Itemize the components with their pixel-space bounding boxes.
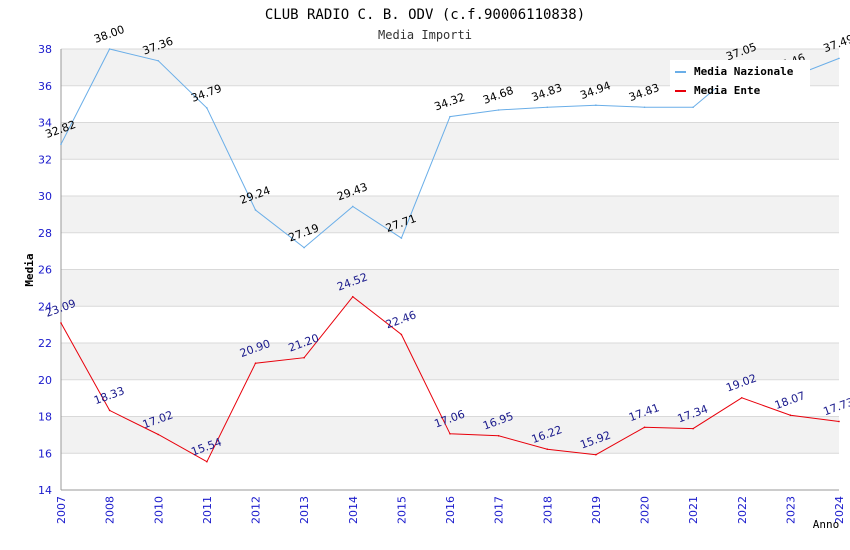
data-point [546, 448, 549, 451]
data-point [692, 106, 694, 109]
y-tick-label: 34 [38, 117, 52, 130]
data-point [789, 414, 792, 417]
grid-band [61, 343, 839, 380]
x-tick-labels: 2007 2008 2010 2011 2012 2013 2014 2015 2016 2017… [55, 496, 846, 524]
data-point [546, 106, 549, 109]
data-point [740, 396, 743, 399]
data-point [838, 420, 840, 423]
data-point [60, 322, 62, 324]
data-point [595, 453, 597, 456]
grid-band [61, 416, 839, 454]
chart-title: CLUB RADIO C. B. ODV (c.f.90006110838) [265, 7, 585, 23]
data-point [449, 115, 451, 118]
y-tick-label: 22 [38, 337, 52, 350]
data-point [254, 362, 257, 365]
grid-band [61, 122, 839, 160]
axes [60, 49, 839, 491]
x-tick-label: 2018 [541, 496, 554, 524]
data-point [351, 295, 354, 298]
x-tick-label: 2010 [152, 496, 165, 524]
x-tick-label: 2024 [833, 496, 846, 524]
data-point [351, 205, 354, 208]
x-tick-label: 2007 [55, 496, 68, 524]
grid-lines [61, 48, 839, 491]
grid-band [61, 269, 839, 307]
grid-band [61, 379, 839, 417]
y-tick-labels: 14 16 18 20 22 24 26 28 30 32 34 36 38 [38, 43, 52, 497]
data-point [449, 432, 451, 435]
y-tick-label: 14 [38, 484, 52, 497]
grid-band [61, 453, 839, 490]
y-tick-label: 36 [38, 80, 52, 93]
x-tick-label: 2017 [493, 496, 506, 524]
x-tick-label: 2021 [687, 496, 700, 524]
x-axis-label: Anno [813, 518, 840, 531]
y-axis-label: Media [23, 253, 36, 286]
y-tick-label: 38 [38, 43, 52, 56]
chart-subtitle: Media Importi [378, 28, 472, 42]
data-point [497, 109, 500, 111]
x-tick-label: 2019 [590, 496, 603, 524]
y-tick-label: 18 [38, 411, 52, 424]
data-point [595, 104, 597, 107]
y-tick-label: 28 [38, 227, 52, 240]
grid-band [61, 159, 839, 196]
grid-band [61, 306, 839, 343]
y-tick-label: 24 [38, 300, 52, 313]
data-point [643, 426, 646, 429]
y-tick-label: 32 [38, 153, 52, 166]
data-point [497, 434, 500, 437]
x-tick-label: 2020 [639, 496, 652, 524]
legend-background [670, 60, 810, 88]
x-tick-label: 2012 [250, 496, 263, 524]
legend: Media Nazionale Media Ente [670, 60, 810, 97]
grid-band [61, 196, 839, 233]
legend-label-media-nazionale: Media Nazionale [694, 65, 794, 78]
data-point [692, 427, 694, 430]
data-point [60, 143, 62, 145]
data-point [643, 106, 646, 109]
y-tick-label: 16 [38, 447, 52, 460]
x-tick-label: 2008 [104, 496, 117, 524]
data-point [400, 237, 403, 239]
grid-band [61, 232, 839, 270]
x-tick-label: 2016 [444, 496, 457, 524]
data-point [108, 48, 111, 50]
x-tick-label: 2013 [298, 496, 311, 524]
data-point [838, 57, 840, 60]
data-point [108, 409, 111, 412]
data-point [157, 59, 160, 62]
data-point [400, 333, 403, 336]
series-group [60, 48, 840, 463]
data-point [206, 107, 208, 109]
x-tick-label: 2022 [736, 496, 749, 524]
x-tick-label: 2011 [201, 496, 214, 524]
x-tick-label: 2023 [784, 496, 797, 524]
y-tick-label: 30 [38, 190, 52, 203]
y-tick-label: 20 [38, 374, 52, 387]
legend-label-media-ente: Media Ente [694, 84, 761, 97]
y-tick-label: 26 [38, 264, 52, 277]
x-tick-label: 2014 [347, 496, 360, 524]
data-point [303, 246, 305, 249]
x-tick-label: 2015 [395, 496, 408, 524]
data-point [206, 460, 208, 463]
data-point [254, 209, 257, 211]
data-point [157, 433, 160, 436]
data-point [303, 356, 305, 359]
